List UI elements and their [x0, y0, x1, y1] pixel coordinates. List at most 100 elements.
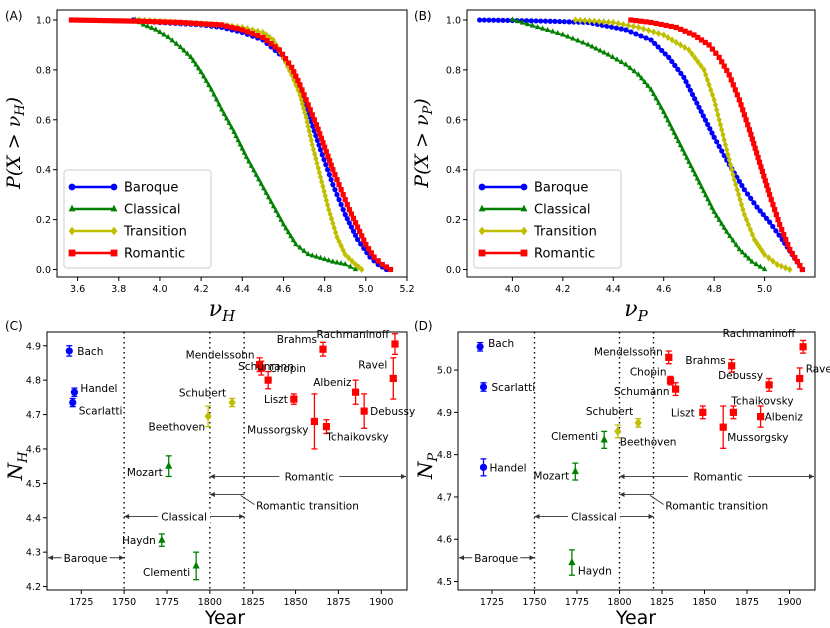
data-point — [320, 182, 326, 191]
data-marker — [757, 412, 765, 421]
data-point — [690, 166, 696, 173]
data-point — [267, 33, 273, 42]
data-point — [691, 32, 697, 38]
data-point — [324, 201, 331, 209]
legend-marker — [520, 249, 528, 257]
data-point — [340, 192, 346, 198]
data-point — [640, 25, 647, 33]
data-point — [700, 113, 706, 119]
y-tick-label: 0.2 — [446, 215, 461, 226]
data-point — [614, 56, 620, 62]
x-tick-label: 1875 — [326, 597, 350, 608]
data-point — [211, 91, 217, 97]
data-point — [706, 81, 712, 89]
data-point — [673, 24, 679, 31]
legend-marker — [110, 226, 118, 236]
data-point — [631, 67, 637, 74]
data-point — [695, 34, 701, 41]
data-point — [665, 33, 671, 42]
data-point — [266, 194, 272, 200]
data-point — [290, 236, 296, 243]
data-point — [195, 65, 202, 71]
data-point — [662, 51, 668, 57]
composer-label: Mussorgsky — [727, 432, 788, 444]
data-point — [669, 58, 675, 65]
data-point — [627, 64, 633, 70]
data-point — [491, 17, 497, 23]
data-point-albeniz: Albeniz — [313, 377, 360, 405]
data-point — [102, 18, 108, 24]
data-point — [680, 146, 686, 152]
legend-marker — [520, 183, 528, 191]
data-point — [302, 109, 308, 117]
data-marker — [476, 343, 484, 351]
x-tick-label: 1850 — [692, 597, 716, 608]
data-point — [740, 107, 746, 113]
data-point — [540, 25, 546, 31]
data-point — [724, 228, 730, 234]
data-point — [301, 247, 307, 253]
data-point — [347, 263, 353, 269]
data-point — [312, 150, 318, 158]
data-point — [719, 220, 725, 226]
data-point — [550, 28, 556, 34]
data-point — [289, 64, 295, 70]
x-tick-label: 5.0 — [358, 284, 373, 295]
data-marker — [165, 461, 173, 469]
y-tick-label: 4.5 — [26, 479, 41, 490]
data-point-bach: Bach — [65, 345, 103, 358]
composer-label: Mozart — [127, 467, 163, 479]
data-point — [528, 18, 534, 24]
data-point — [677, 141, 684, 148]
data-point — [736, 178, 742, 184]
data-point — [276, 47, 282, 53]
data-point — [301, 92, 307, 98]
y-tick-label: 0.4 — [446, 165, 461, 176]
data-point — [745, 122, 751, 128]
data-point — [301, 104, 307, 112]
data-point — [743, 252, 749, 258]
data-point — [789, 250, 795, 257]
data-point — [770, 202, 776, 208]
data-point — [743, 216, 750, 224]
data-point — [336, 197, 342, 203]
data-point — [557, 18, 563, 25]
composer-label: Tchaikovsky — [730, 395, 793, 407]
data-point — [639, 75, 645, 81]
data-point — [322, 144, 328, 150]
x-tick-label: 4.2 — [194, 284, 209, 295]
data-point — [738, 102, 744, 108]
data-point — [346, 254, 352, 262]
data-point — [741, 187, 747, 193]
data-point — [736, 191, 742, 199]
data-point — [761, 265, 768, 272]
composer-label: Schumann — [614, 386, 670, 398]
data-point-mendelssohn: Mendelssohn — [594, 346, 673, 365]
data-point — [652, 40, 658, 47]
data-point — [141, 18, 148, 24]
data-marker — [192, 561, 200, 569]
panel-label: (C) — [5, 319, 23, 333]
data-marker — [228, 397, 236, 408]
x-tick-label: 4.0 — [152, 284, 167, 295]
data-marker — [70, 388, 79, 396]
data-point — [671, 129, 677, 135]
data-point — [757, 263, 763, 269]
data-point-ravel: Ravel — [358, 357, 397, 400]
data-point — [565, 33, 571, 39]
data-point — [293, 240, 299, 247]
data-point — [751, 235, 758, 244]
classical-arrow-head — [648, 513, 654, 519]
data-point — [268, 198, 274, 204]
data-point — [706, 42, 712, 48]
data-point — [338, 187, 344, 193]
series-romantic — [628, 17, 805, 273]
period-label-classical: Classical — [161, 511, 207, 523]
data-point — [732, 87, 738, 93]
data-point — [325, 153, 331, 159]
composer-label: Chopin — [630, 367, 667, 379]
x-axis-label: νH — [209, 297, 236, 325]
data-point — [651, 28, 657, 36]
data-point — [328, 177, 334, 183]
label-bg — [688, 469, 749, 484]
